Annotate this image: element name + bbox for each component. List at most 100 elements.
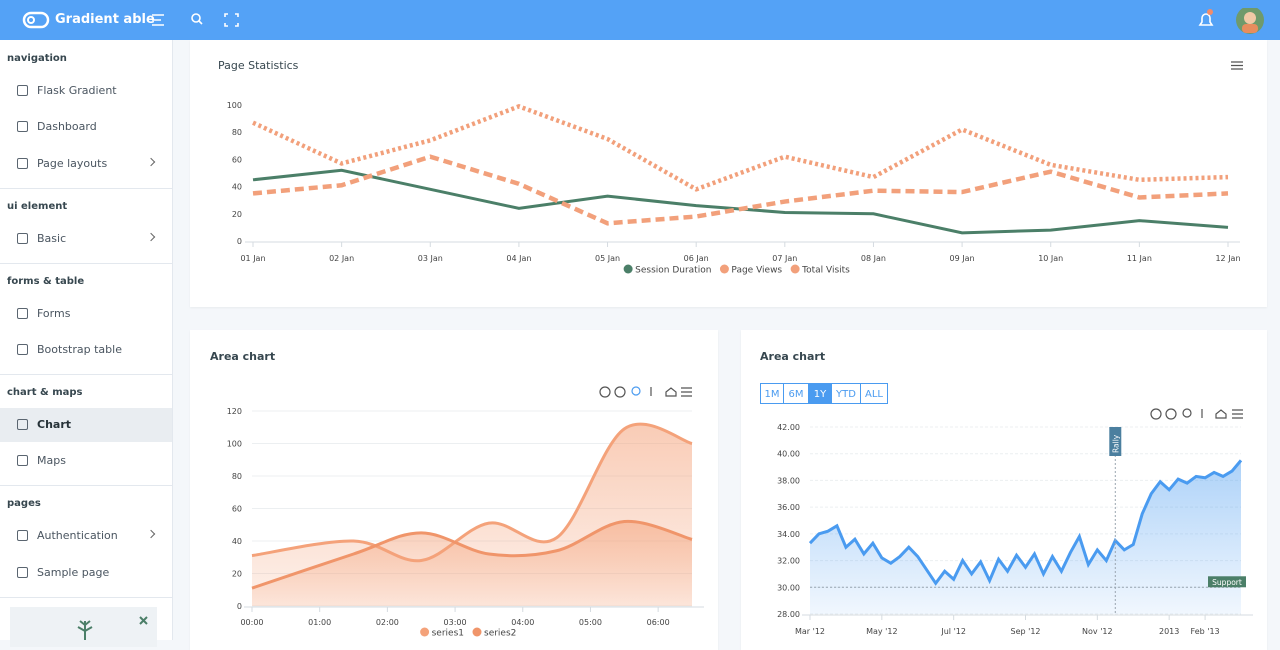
nav-icon [17,85,28,96]
x-tick-label: 02 Jan [329,254,354,263]
top-bar: Gradient able [0,0,1280,40]
divider [0,262,172,264]
divider [0,485,172,487]
nav-item[interactable]: Maps [0,444,172,478]
x-tick-label: Mar '12 [795,627,825,636]
nav-item[interactable]: Authentication [0,519,172,553]
section-heading: chart & maps [7,386,83,398]
y-tick-label: 120 [227,407,242,416]
nav-label: Bootstrap table [37,342,122,356]
y-tick-label: 30.00 [777,583,800,592]
nav-icon [17,418,28,430]
card-page-statistics [190,40,1267,307]
divider [0,596,172,598]
x-tick-label: 01:00 [308,618,331,627]
y-tick-label: 60 [232,155,242,164]
line-series [252,168,1229,235]
y-tick-label: 100 [227,101,242,110]
nav-label: Maps [37,454,66,468]
legend-marker [790,264,800,274]
y-tick-label: 40.00 [777,450,800,459]
y-tick-label: 80 [232,128,242,137]
nav-item[interactable]: Basic [0,222,172,256]
y-tick-label: 42.00 [777,423,800,432]
legend-label: Session Duration [635,266,711,276]
nav-label: Flask Gradient [37,84,117,97]
y-tick-label: 38.00 [777,476,800,485]
nav-label: Dashboard [37,120,97,134]
nav-icon [17,455,28,467]
y-tick-label: 0 [237,237,242,246]
legend-marker [472,627,482,637]
y-tick-label: 80 [232,472,242,481]
legend-marker [623,264,633,274]
x-tick-label: 07 Jan [772,254,797,263]
nav-item[interactable]: Page layouts [0,147,172,181]
x-tick-label: 12 Jan [1215,254,1240,263]
nav-icon [17,307,28,319]
nav-item[interactable]: Flask Gradient [0,74,172,108]
x-tick-label: Feb '13 [1191,627,1220,636]
menu-icon[interactable] [1231,61,1243,70]
area-line [808,459,1243,586]
x-tick-label: 04 Jan [506,254,531,263]
nav-item[interactable]: Dashboard [0,110,172,144]
nav-label: Authentication [37,529,118,543]
logo-icon [22,11,50,29]
x-tick-label: 04:00 [511,618,534,627]
annotation-label: Rally [1111,434,1120,453]
y-tick-label: 40 [232,537,242,546]
annotation-label: Support [1212,578,1242,587]
nav-icon [17,157,28,169]
divider [0,373,172,375]
x-tick-label: 09 Jan [950,254,975,263]
y-tick-label: 34.00 [777,530,800,539]
legend-label: series2 [484,629,516,639]
legend: series1 series2 [420,627,516,639]
y-tick-label: 60 [232,505,242,514]
x-tick-label: Sep '12 [1011,627,1041,636]
chart-title: Page Statistics [218,59,299,72]
y-tick-label: 36.00 [777,503,800,512]
y-tick-label: 20 [232,210,242,219]
legend: Session Duration Page Views Total Visits [623,264,850,276]
chart-toolbar[interactable] [599,386,1243,420]
x-tick-label: 00:00 [240,618,263,627]
sidebar: navigation Flask Gradient Dashboard Page la… [0,40,173,640]
x-tick-label: 03 Jan [418,254,443,263]
nav-item[interactable]: Chart [0,407,172,442]
section-heading: forms & table [7,275,85,287]
user-area[interactable] [1196,8,1276,38]
legend-label: series1 [432,629,464,639]
legend-label: Page Views [731,266,782,276]
section-heading: navigation [7,53,67,64]
y-tick-label: 28.00 [777,610,800,619]
area-fill [810,460,1241,614]
annotation-box [1208,576,1246,588]
legend-marker [719,264,729,274]
legend-marker [420,627,430,637]
y-tick-label: 20 [232,570,242,579]
nav-item[interactable]: Forms [0,297,172,331]
nav-label: Chart [37,417,72,431]
nav-item[interactable]: Bootstrap table [0,333,172,367]
y-tick-label: 40 [232,183,242,192]
x-tick-label: 01 Jan [240,254,265,263]
area-line [251,519,693,590]
nav-icon [17,232,28,244]
annotation-box [1109,427,1122,456]
nav-icon [17,343,28,355]
x-tick-label: Nov '12 [1082,627,1113,636]
chart-title: Area chart [210,350,275,363]
nav-item[interactable]: Sample page [0,556,172,590]
brand: Gradient able [55,12,155,27]
nav-icon [17,121,28,133]
header-icons[interactable] [150,12,250,28]
promo-icons [77,616,148,640]
nav-label: Basic [37,231,67,245]
y-tick-label: 0 [237,602,242,611]
x-tick-label: 06 Jan [684,254,709,263]
range-button[interactable]: ALL [860,383,888,404]
